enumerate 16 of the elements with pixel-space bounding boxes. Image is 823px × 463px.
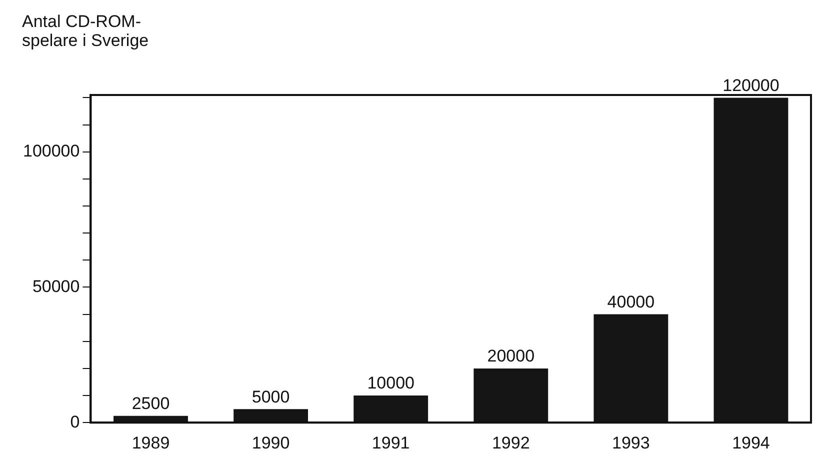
data-label: 120000 <box>722 76 780 95</box>
x-tick-label: 1994 <box>732 433 770 452</box>
x-tick-label: 1990 <box>252 433 290 452</box>
y-axis-title: Antal CD-ROM-spelare i Sverige <box>22 12 150 50</box>
x-tick-label: 1993 <box>612 433 650 452</box>
x-tick-label: 1992 <box>492 433 530 452</box>
data-label: 10000 <box>367 374 414 393</box>
data-label: 2500 <box>132 394 170 414</box>
data-label: 40000 <box>607 292 655 312</box>
y-tick-label: 0 <box>70 412 80 432</box>
x-tick-label: 1989 <box>132 433 170 452</box>
y-tick-label: 50000 <box>32 276 80 296</box>
x-tick-label: 1991 <box>372 433 410 452</box>
data-label: 20000 <box>487 346 535 366</box>
y-tick-label: 100000 <box>22 142 80 161</box>
data-label: 5000 <box>252 387 290 406</box>
